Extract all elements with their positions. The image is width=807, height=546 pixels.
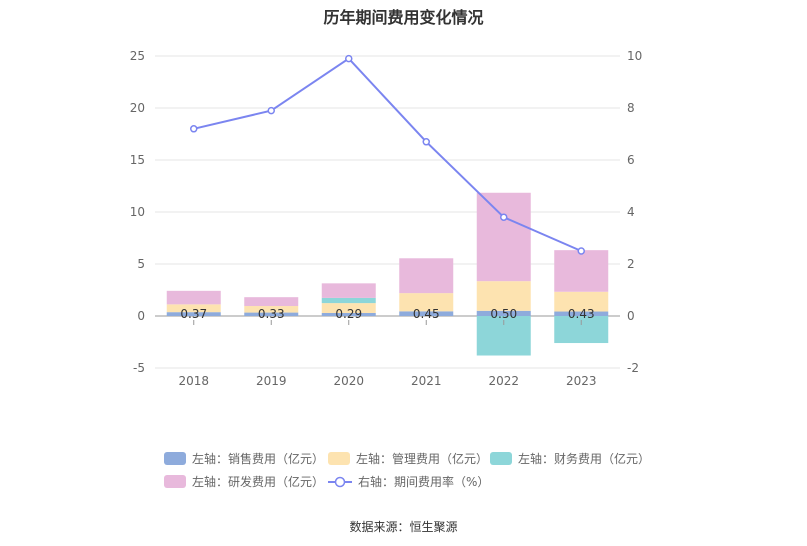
legend-item-rate[interactable]: 右轴：期间费用率（%） bbox=[328, 473, 489, 490]
rate-point bbox=[577, 247, 585, 255]
y-left-tick-label: 5 bbox=[137, 257, 145, 271]
data-label: 0.45 bbox=[413, 307, 440, 321]
legend-swatch-finance bbox=[490, 452, 512, 465]
bar-segment-1 bbox=[166, 312, 221, 316]
rate-point bbox=[267, 106, 275, 115]
bar-segment-1 bbox=[476, 310, 531, 316]
data-label: 0.43 bbox=[568, 307, 595, 321]
legend-line-swatch-rate bbox=[328, 476, 352, 487]
legend-item-admin[interactable]: 左轴：管理费用（亿元） bbox=[328, 450, 488, 467]
legend-item-finance[interactable]: 左轴：财务费用（亿元） bbox=[490, 450, 650, 467]
bar-segment-4 bbox=[244, 297, 299, 307]
data-label: 0.50 bbox=[490, 307, 517, 321]
rate-point bbox=[500, 213, 508, 221]
y-right-tick-label: 6 bbox=[627, 153, 635, 167]
bar-segment-1 bbox=[399, 311, 454, 316]
rate-line bbox=[193, 57, 582, 252]
rate-point bbox=[345, 54, 353, 63]
bar-segment-2 bbox=[244, 306, 299, 313]
bar-segment-2 bbox=[476, 281, 531, 311]
bar-segment-3 bbox=[321, 297, 376, 304]
bar-segment-4 bbox=[166, 290, 221, 305]
y-left-tick-label: 15 bbox=[130, 153, 145, 167]
legend-label-finance: 左轴：财务费用（亿元） bbox=[518, 452, 651, 466]
data-label: 0.37 bbox=[180, 307, 207, 321]
legend-swatch-rd bbox=[164, 475, 186, 488]
bar-segment-4 bbox=[476, 192, 531, 282]
x-tick-label: 2019 bbox=[256, 374, 287, 388]
legend-swatch-sales bbox=[164, 452, 186, 465]
y-left-tick-label: 10 bbox=[130, 205, 145, 219]
legend-label-rd: 左轴：研发费用（亿元） bbox=[192, 475, 325, 489]
rate-point bbox=[422, 138, 430, 146]
chart-title: 历年期间费用变化情况 bbox=[323, 8, 484, 27]
y-left-tick-label: 20 bbox=[130, 101, 145, 115]
legend-label-sales: 左轴：销售费用（亿元） bbox=[192, 452, 325, 466]
y-right-tick-label: 4 bbox=[627, 205, 635, 219]
x-tick-label: 2023 bbox=[566, 374, 597, 388]
data-source: 数据来源：恒生聚源 bbox=[349, 520, 458, 534]
legend-item-sales[interactable]: 左轴：销售费用（亿元） bbox=[164, 450, 324, 467]
y-left-tick-label: -5 bbox=[133, 361, 145, 375]
y-left-tick-label: 0 bbox=[137, 309, 145, 323]
y-right-tick-label: 10 bbox=[627, 49, 642, 63]
x-tick-label: 2018 bbox=[178, 374, 209, 388]
x-tick-label: 2020 bbox=[333, 374, 364, 388]
bar-segment-1 bbox=[554, 311, 609, 316]
bar-segment-4 bbox=[554, 250, 609, 292]
bar-segment-2 bbox=[166, 304, 221, 313]
y-right-tick-label: 8 bbox=[627, 101, 635, 115]
bar-segment-1 bbox=[321, 312, 376, 316]
bar-segment-2 bbox=[399, 293, 454, 312]
y-right-tick-label: 0 bbox=[627, 309, 635, 323]
data-label: 0.29 bbox=[335, 307, 362, 321]
legend-item-rd[interactable]: 左轴：研发费用（亿元） bbox=[164, 473, 324, 490]
bar-segment-1 bbox=[244, 312, 299, 316]
rate-point bbox=[190, 125, 198, 133]
legend-label-rate: 右轴：期间费用率（%） bbox=[358, 475, 490, 489]
y-right-tick-label: 2 bbox=[627, 257, 635, 271]
legend-label-admin: 左轴：管理费用（亿元） bbox=[356, 452, 489, 466]
y-left-tick-label: 25 bbox=[130, 49, 145, 63]
data-label: 0.33 bbox=[258, 307, 285, 321]
bar-segment-4 bbox=[321, 283, 376, 298]
legend-swatch-admin bbox=[328, 452, 350, 465]
y-right-tick-label: -2 bbox=[627, 361, 639, 375]
bar-segment-4 bbox=[399, 258, 454, 294]
bar-segment-2 bbox=[321, 303, 376, 313]
x-tick-label: 2021 bbox=[411, 374, 442, 388]
x-tick-label: 2022 bbox=[488, 374, 519, 388]
bar-segment-2 bbox=[554, 291, 609, 312]
